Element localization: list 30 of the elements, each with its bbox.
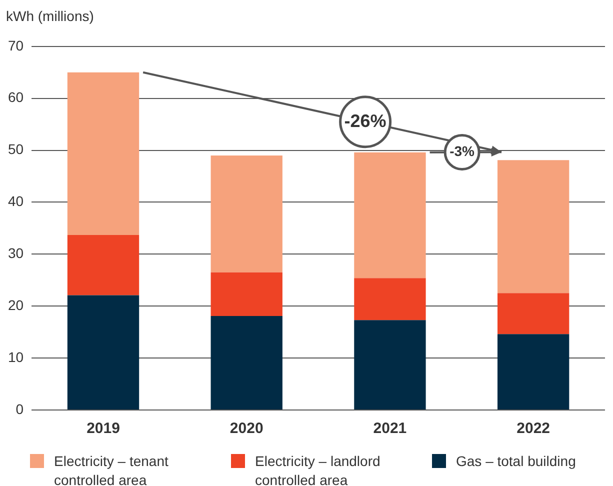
- x-tick-label: 2020: [230, 420, 264, 438]
- y-tick-label: 40: [8, 193, 24, 210]
- y-tick-label: 0: [16, 400, 24, 417]
- bar: [210, 272, 282, 316]
- y-axis-title: kWh (millions): [5, 7, 95, 26]
- bar: [67, 72, 140, 235]
- bar: [354, 278, 426, 320]
- legend-label: Gas – total building: [456, 452, 576, 471]
- x-tick-label: 2021: [373, 420, 407, 438]
- y-tick-label: 50: [8, 141, 24, 158]
- bar: [354, 320, 426, 410]
- y-tick-label: 60: [8, 89, 24, 106]
- bar: [497, 293, 570, 334]
- annotation: -3%: [450, 143, 476, 160]
- y-tick-label: 10: [8, 348, 24, 365]
- bar: [497, 160, 570, 294]
- x-tick-label: 2019: [86, 420, 120, 438]
- bar: [67, 234, 140, 296]
- bar: [67, 295, 140, 410]
- annotation: -26%: [344, 110, 386, 131]
- x-tick-label: 2022: [516, 420, 550, 438]
- bar: [210, 155, 282, 272]
- legend-label: Electricity – tenant controlled area: [54, 452, 170, 486]
- legend-label: Electricity – landlord controlled area: [255, 452, 382, 486]
- y-tick-label: 70: [8, 37, 24, 54]
- bar: [210, 316, 282, 410]
- y-tick-label: 30: [8, 245, 24, 262]
- bar: [354, 152, 426, 278]
- bar: [497, 334, 570, 410]
- y-tick-label: 20: [8, 296, 24, 313]
